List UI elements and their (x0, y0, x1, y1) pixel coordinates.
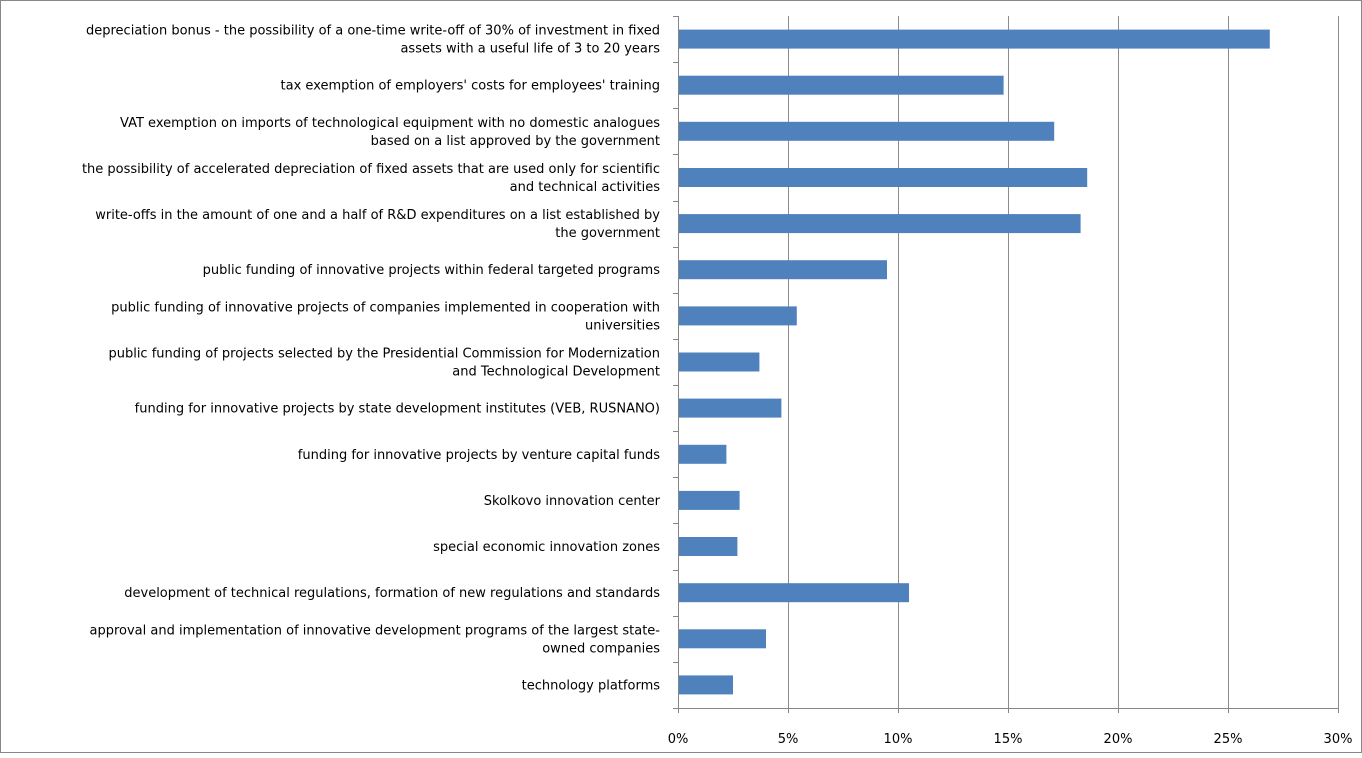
bar (679, 490, 740, 510)
category-label-line: based on a list approved by the governme… (371, 134, 660, 149)
category-label: funding for innovative projects by state… (135, 402, 660, 417)
category-label-line: approval and implementation of innovativ… (90, 623, 661, 638)
category-label-line: funding for innovative projects by ventu… (298, 448, 660, 463)
category-label-line: public funding of projects selected by t… (108, 347, 660, 362)
x-tick-label: 30% (1324, 732, 1353, 747)
category-label: approval and implementation of innovativ… (90, 623, 661, 656)
bar (679, 306, 797, 326)
x-tick-label: 25% (1214, 732, 1243, 747)
category-label: special economic innovation zones (433, 540, 660, 555)
x-tick-label: 5% (778, 732, 799, 747)
bar (679, 121, 1055, 141)
bar (679, 537, 738, 556)
category-label-line: and Technological Development (452, 365, 660, 380)
category-label: depreciation bonus - the possibility of … (86, 24, 660, 57)
category-label: public funding of innovative projects wi… (203, 263, 661, 278)
x-tick-label: 20% (1104, 732, 1133, 747)
category-label-line: assets with a useful life of 3 to 20 yea… (400, 42, 660, 57)
bar (679, 629, 766, 649)
bar (679, 352, 760, 372)
category-label: Skolkovo innovation center (484, 494, 661, 509)
category-label-line: VAT exemption on imports of technologica… (120, 116, 660, 131)
x-tick-label: 10% (884, 732, 913, 747)
bar (679, 260, 887, 280)
bar (679, 398, 782, 418)
category-label-line: and technical activities (510, 180, 661, 195)
bar (679, 75, 1004, 95)
bar (679, 444, 727, 464)
category-label-line: owned companies (542, 641, 660, 656)
x-tick-label: 0% (668, 732, 689, 747)
category-label: public funding of innovative projects of… (111, 300, 660, 333)
category-label: public funding of projects selected by t… (108, 347, 660, 380)
category-label-line: technology platforms (522, 678, 661, 693)
x-tick-label: 15% (994, 732, 1023, 747)
category-label-line: funding for innovative projects by state… (135, 402, 660, 417)
bar (679, 214, 1081, 234)
category-label-line: the government (555, 226, 660, 241)
category-label-line: public funding of innovative projects of… (111, 300, 660, 315)
category-label-line: development of technical regulations, fo… (124, 586, 660, 601)
category-label: funding for innovative projects by ventu… (298, 448, 660, 463)
bar (679, 29, 1270, 49)
category-label: development of technical regulations, fo… (124, 586, 660, 601)
category-label-line: special economic innovation zones (433, 540, 660, 555)
bar (679, 675, 733, 695)
category-label: tax exemption of employers' costs for em… (281, 79, 660, 94)
bar (679, 168, 1088, 187)
bar (679, 583, 909, 603)
category-label-line: write-offs in the amount of one and a ha… (95, 208, 660, 223)
category-label-line: the possibility of accelerated depreciat… (82, 162, 660, 177)
category-label-line: Skolkovo innovation center (484, 494, 661, 509)
category-label-line: tax exemption of employers' costs for em… (281, 79, 660, 94)
category-label-line: universities (585, 318, 660, 333)
category-label: the possibility of accelerated depreciat… (82, 162, 660, 195)
category-label: VAT exemption on imports of technologica… (120, 116, 660, 149)
category-label-line: public funding of innovative projects wi… (203, 263, 661, 278)
category-label-line: depreciation bonus - the possibility of … (86, 24, 660, 39)
category-label: write-offs in the amount of one and a ha… (95, 208, 660, 241)
category-label: technology platforms (522, 678, 661, 693)
